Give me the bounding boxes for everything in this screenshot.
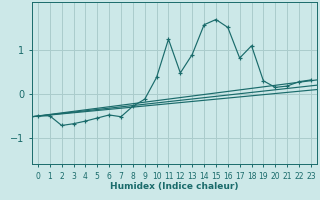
X-axis label: Humidex (Indice chaleur): Humidex (Indice chaleur) [110,182,239,191]
